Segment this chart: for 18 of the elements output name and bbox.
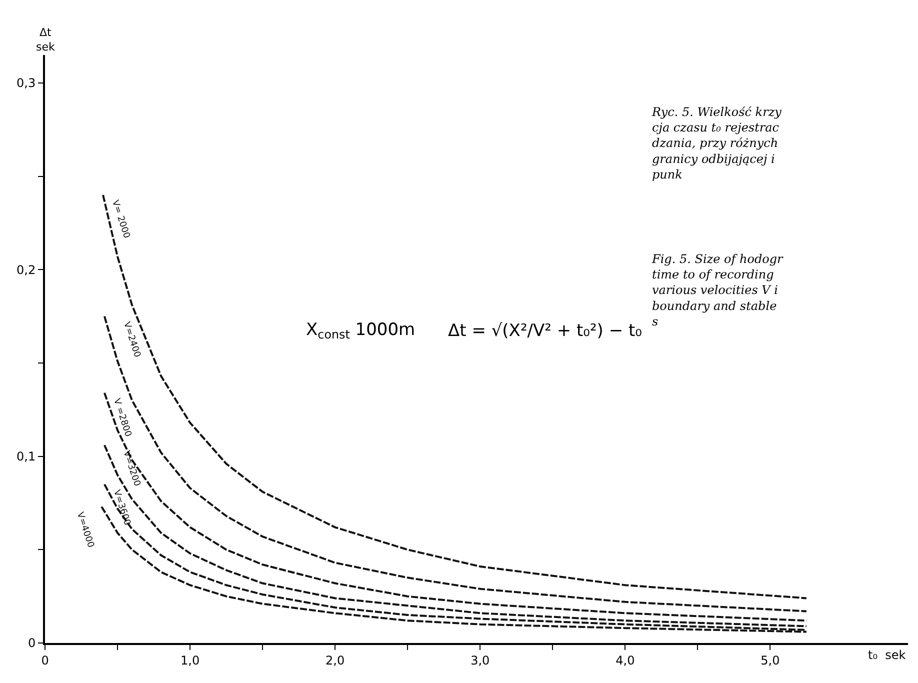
y-tick-label: 0,3 — [16, 76, 36, 90]
y-tick-label: 0 — [28, 636, 36, 650]
annotation: X$_{const}$ 1000m — [306, 320, 416, 342]
x-axis-title: t₀ sek — [868, 648, 906, 662]
annotation: Fig. 5. Size of hodogr time to of recording various velocities V i boundary and stable s — [651, 252, 784, 328]
y-tick-label: 0,2 — [16, 262, 36, 277]
x-tick-label: 5,0 — [760, 653, 780, 668]
text: V =2800 — [110, 397, 133, 438]
x-tick-label: 3,0 — [470, 653, 490, 668]
x-tick-label: 0 — [41, 653, 49, 668]
x-tick-label: 1,0 — [180, 653, 200, 668]
y-tick-label: 0,1 — [16, 450, 36, 464]
x-tick-label: 2,0 — [326, 653, 345, 668]
annotation: Δt = √(X²/V² + t₀²) − t₀ — [448, 321, 642, 341]
annotation: Ryc. 5. Wielkość krzy cja czasu t₀ rejestrac dzania, przy różnych granicy odbijającej i punk — [651, 105, 782, 182]
text: V= 2000 — [109, 199, 132, 240]
x-tick-label: 4,0 — [616, 653, 635, 668]
y-axis-title: Δt sek — [36, 26, 56, 54]
